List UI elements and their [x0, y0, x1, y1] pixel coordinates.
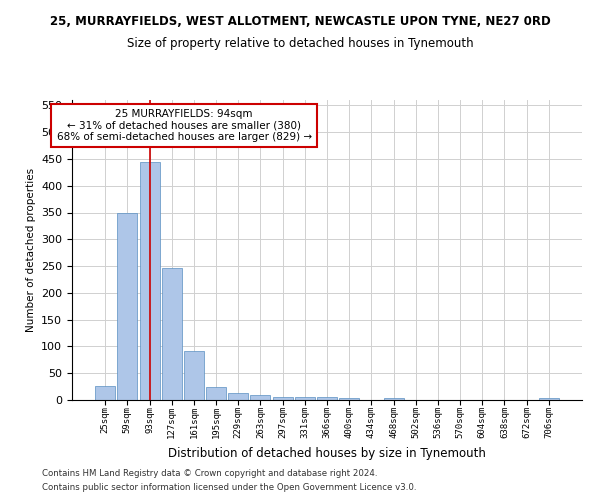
- Bar: [539, 398, 559, 400]
- Bar: [162, 268, 182, 400]
- Bar: [95, 386, 115, 400]
- Text: Contains HM Land Registry data © Crown copyright and database right 2024.: Contains HM Land Registry data © Crown c…: [42, 468, 377, 477]
- Bar: [295, 398, 315, 400]
- Bar: [118, 212, 137, 400]
- Bar: [206, 386, 226, 400]
- Bar: [140, 162, 160, 400]
- Bar: [250, 394, 271, 400]
- Text: 25, MURRAYFIELDS, WEST ALLOTMENT, NEWCASTLE UPON TYNE, NE27 0RD: 25, MURRAYFIELDS, WEST ALLOTMENT, NEWCAS…: [50, 15, 550, 28]
- Text: Size of property relative to detached houses in Tynemouth: Size of property relative to detached ho…: [127, 38, 473, 51]
- Bar: [339, 398, 359, 400]
- Bar: [228, 392, 248, 400]
- Bar: [184, 350, 204, 400]
- Bar: [272, 397, 293, 400]
- Bar: [383, 398, 404, 400]
- Bar: [317, 398, 337, 400]
- Text: Contains public sector information licensed under the Open Government Licence v3: Contains public sector information licen…: [42, 484, 416, 492]
- Y-axis label: Number of detached properties: Number of detached properties: [26, 168, 35, 332]
- Text: 25 MURRAYFIELDS: 94sqm
← 31% of detached houses are smaller (380)
68% of semi-de: 25 MURRAYFIELDS: 94sqm ← 31% of detached…: [56, 109, 312, 142]
- X-axis label: Distribution of detached houses by size in Tynemouth: Distribution of detached houses by size …: [168, 447, 486, 460]
